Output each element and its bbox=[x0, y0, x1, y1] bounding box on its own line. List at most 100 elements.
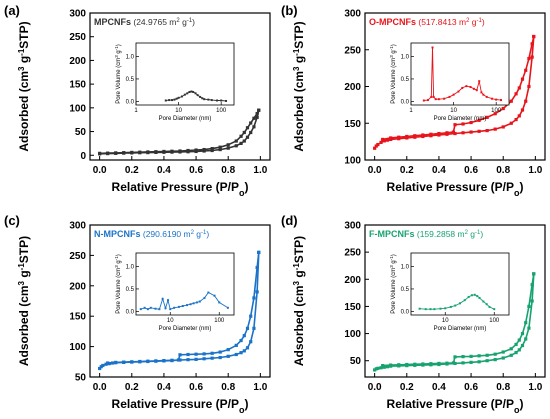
y-axis-title: Adsorbed (cm3 g-1STP) bbox=[17, 236, 32, 366]
inset-point bbox=[139, 308, 142, 311]
y-axis-title-sup: 3 bbox=[17, 280, 26, 285]
data-point bbox=[485, 353, 489, 357]
data-point bbox=[178, 358, 182, 362]
inset-y-axis-title-tail: ) bbox=[391, 254, 397, 256]
data-point bbox=[381, 364, 385, 368]
data-point bbox=[170, 149, 174, 153]
data-point bbox=[469, 354, 473, 358]
x-tick-label: 0.6 bbox=[464, 165, 478, 176]
data-point bbox=[218, 350, 222, 354]
inset-y-axis-title-main: Pore Volume (cm bbox=[116, 58, 122, 104]
surface-area: (290.6190 m bbox=[141, 229, 191, 239]
data-point bbox=[509, 121, 513, 125]
data-point bbox=[385, 365, 390, 369]
inset-point bbox=[473, 293, 476, 296]
data-point bbox=[530, 299, 534, 303]
y-tick-label: 100 bbox=[344, 329, 361, 340]
inset-point bbox=[488, 305, 491, 308]
y-axis-title-tail: STP) bbox=[292, 21, 306, 48]
sample-label: F-MPCNFs (159.2858 m2 g-1) bbox=[369, 229, 483, 239]
y-axis-title: Adsorbed (cm3 g-1STP) bbox=[292, 236, 307, 366]
x-tick-label: 0.4 bbox=[432, 165, 446, 176]
inset-point bbox=[472, 87, 475, 90]
y-axis-title-main: Adsorbed (cm bbox=[292, 285, 306, 366]
inset-point bbox=[465, 85, 468, 88]
inset-point bbox=[449, 305, 452, 308]
inset-point bbox=[195, 301, 198, 304]
data-point bbox=[421, 362, 425, 366]
inset-x-tick-label: 10 bbox=[175, 108, 182, 114]
inset-x-tick-label: 100 bbox=[489, 318, 500, 324]
data-point bbox=[524, 99, 528, 103]
data-point bbox=[524, 337, 528, 341]
data-point bbox=[530, 283, 534, 287]
inset-point bbox=[485, 303, 488, 306]
inset-y-axis-title-tail: ) bbox=[116, 254, 122, 256]
data-point bbox=[245, 346, 250, 350]
inset-point bbox=[226, 306, 229, 309]
inset-point bbox=[463, 299, 466, 302]
inset-y-tick-label: 0.0 bbox=[126, 99, 135, 105]
x-axis-title-close: ) bbox=[244, 180, 248, 194]
x-tick-label: 0.8 bbox=[221, 382, 235, 393]
inset-y-tick-label: 0.5 bbox=[126, 287, 135, 293]
data-point bbox=[429, 132, 433, 136]
data-point bbox=[389, 136, 393, 140]
inset-point bbox=[190, 90, 193, 93]
data-point bbox=[382, 365, 386, 369]
data-point bbox=[517, 338, 521, 342]
y-axis-title-mid: g bbox=[292, 270, 306, 281]
inset-point bbox=[180, 95, 183, 98]
data-point bbox=[252, 116, 256, 120]
inset-point bbox=[154, 307, 157, 310]
data-point bbox=[218, 145, 222, 149]
data-point bbox=[239, 338, 243, 343]
inset-point bbox=[493, 308, 496, 311]
data-point bbox=[509, 99, 513, 103]
x-tick-label: 0.0 bbox=[368, 165, 382, 176]
data-point bbox=[461, 131, 465, 135]
data-point bbox=[453, 123, 457, 127]
inset-point bbox=[469, 86, 472, 89]
inset-point bbox=[439, 307, 442, 310]
inset-y-axis-title-main: Pore Volume (cm bbox=[391, 268, 397, 314]
y-tick-label: 50 bbox=[75, 373, 87, 384]
data-point bbox=[255, 111, 259, 116]
data-point bbox=[477, 360, 481, 364]
x-tick-label: 0.2 bbox=[400, 382, 414, 393]
inset-point bbox=[433, 308, 436, 311]
data-point bbox=[245, 135, 250, 139]
x-axis-title-sub: o bbox=[514, 188, 520, 198]
data-point bbox=[114, 151, 118, 155]
data-point bbox=[451, 361, 455, 365]
inset-point bbox=[418, 307, 421, 310]
data-point bbox=[453, 131, 457, 136]
y-tick-label: 200 bbox=[69, 56, 86, 67]
x-axis-title: Relative Pressure (P/Po) bbox=[387, 180, 524, 198]
inset-point bbox=[170, 99, 173, 102]
surface-area: (517.8413 m bbox=[416, 17, 466, 27]
inset-y-axis-title: Pore Volume (cm3 g-1) bbox=[389, 254, 398, 314]
data-point bbox=[477, 354, 481, 358]
y-axis-title-sup2: -1 bbox=[292, 263, 301, 271]
inset-y-axis-title-sup2: -1 bbox=[389, 46, 394, 50]
data-point bbox=[170, 358, 174, 362]
data-point bbox=[106, 151, 110, 155]
data-point bbox=[520, 331, 525, 336]
data-point bbox=[437, 131, 441, 136]
plot-frame bbox=[89, 224, 271, 378]
data-point bbox=[405, 134, 409, 139]
data-point bbox=[146, 150, 150, 154]
data-point bbox=[242, 334, 246, 338]
data-point bbox=[154, 359, 158, 363]
inset-x-axis-title: Pore Diameter (nm) bbox=[434, 116, 487, 122]
data-point bbox=[517, 86, 521, 90]
data-point bbox=[413, 362, 417, 366]
x-tick-label: 0.4 bbox=[157, 165, 171, 176]
data-point bbox=[376, 142, 380, 147]
y-tick-label: 300 bbox=[344, 9, 361, 20]
inset-point bbox=[225, 99, 228, 102]
inset-chart: 10 100 0.0 0.5 1.0 Pore Diameter (nm) Pore Vol… bbox=[389, 252, 510, 332]
data-point bbox=[178, 353, 182, 357]
